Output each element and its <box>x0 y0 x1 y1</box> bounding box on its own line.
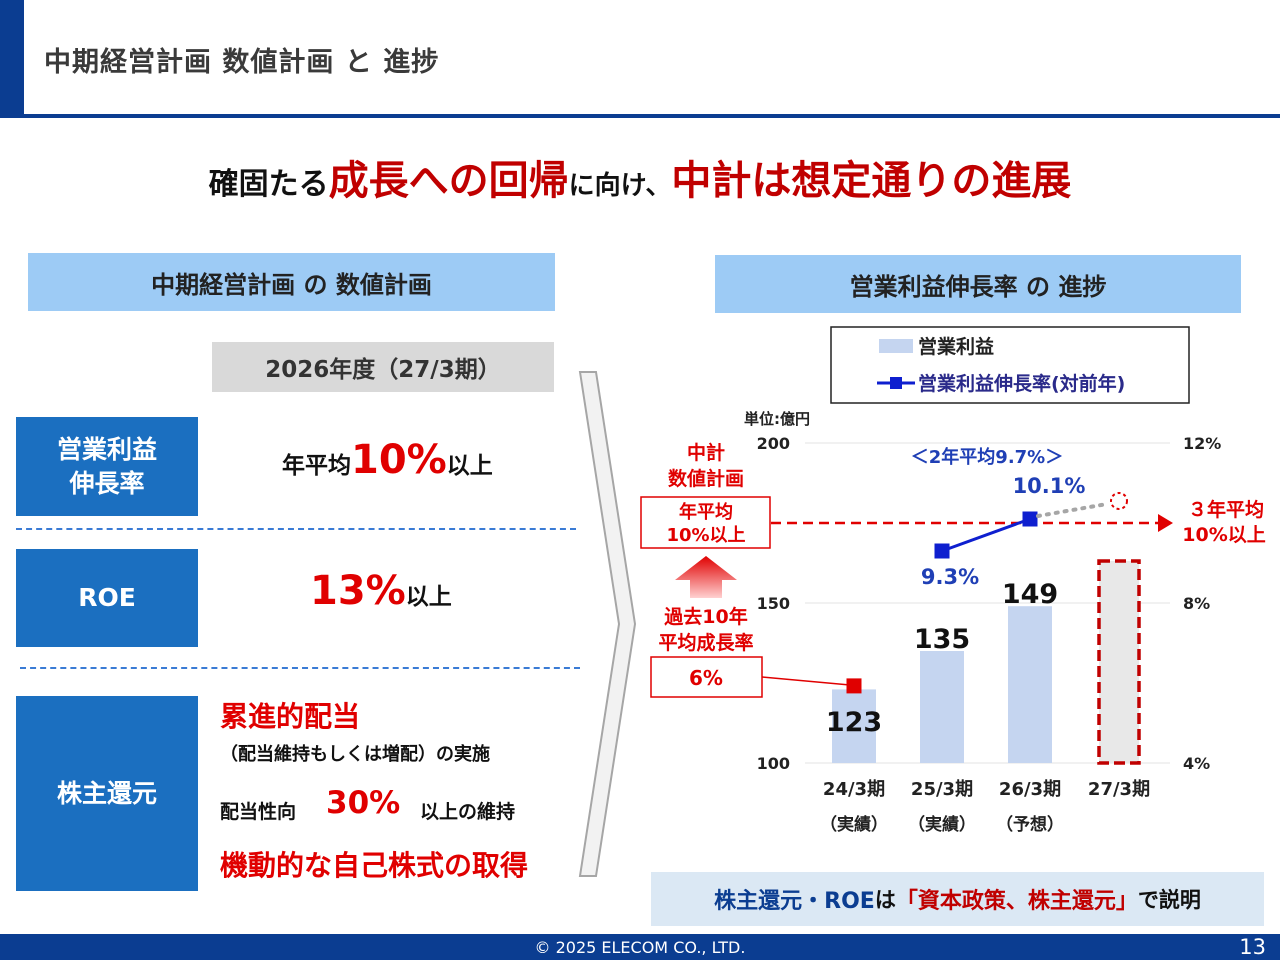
bar-value-label: 135 <box>914 624 970 655</box>
category-sublabel: （実績） <box>820 814 888 835</box>
headline-part-3: に向け、 <box>568 171 672 201</box>
bar-24-3 <box>832 689 876 763</box>
row-divider <box>16 528 576 530</box>
target-year-label: 2026年度（27/3期） <box>212 342 554 392</box>
headline-part-2: 成長への回帰 <box>328 158 569 204</box>
returns-line-2: （配当維持もしくは増配）の実施 <box>220 744 490 765</box>
note-part-2: は <box>874 888 896 912</box>
two-year-average-label: ＜2年平均9.7%＞ <box>911 446 1063 468</box>
up-arrow-icon <box>675 556 737 598</box>
roe-value: 13% <box>310 568 406 614</box>
bar-25-3 <box>920 651 964 763</box>
legend-line-marker <box>890 377 902 389</box>
bar-value-label: 123 <box>826 707 882 738</box>
row-label-roe: ROE <box>16 549 198 647</box>
plan-target-box <box>640 496 771 549</box>
plan-box-line-2: 10%以上 <box>666 525 745 546</box>
headline-part-4: 中計は想定通りの進展 <box>671 158 1072 204</box>
legend-bar-swatch <box>879 339 913 353</box>
category-sublabel: （実績） <box>908 814 976 835</box>
note-part-3: 「資本政策、株主還元」 <box>895 889 1138 914</box>
growth-rate-point <box>1022 511 1038 527</box>
category-label: 24/3期 <box>823 779 885 800</box>
category-label: 26/3期 <box>999 779 1061 800</box>
target-arrowhead <box>1158 514 1173 532</box>
page-number: 13 <box>1239 935 1266 959</box>
copyright: © 2025 ELECOM CO., LTD. <box>534 938 746 957</box>
payout-label: 配当性向 <box>220 801 297 823</box>
growth-rate-label: 10.1% <box>1013 474 1086 498</box>
legend-bar-label: 営業利益 <box>918 335 994 358</box>
bar-26-3 <box>1008 606 1052 763</box>
roe-post: 以上 <box>405 584 452 610</box>
title-accent-bar <box>0 0 24 116</box>
returns-line-4: 機動的な自己株式の取得 <box>220 849 529 882</box>
left-axis-tick: 150 <box>757 594 790 613</box>
plan-box-line-1: 年平均 <box>679 501 733 523</box>
right-section-header: 営業利益伸長率 の 進捗 <box>715 255 1241 313</box>
roe-target: 13%以上 <box>310 568 452 614</box>
op-growth-value: 10% <box>351 437 447 483</box>
payout-value: 30% <box>326 785 401 821</box>
note-part-4: で説明 <box>1137 888 1201 912</box>
legend-line-label: 営業利益伸長率(対前年) <box>918 372 1125 395</box>
headline: 確固たる成長への回帰に向け、中計は想定通りの進展 <box>0 148 1280 206</box>
projected-rate-point <box>1110 492 1128 510</box>
past-growth-marker <box>846 678 862 694</box>
category-label: 25/3期 <box>911 779 973 800</box>
left-axis-tick: 100 <box>757 754 790 773</box>
past-growth-value: 6% <box>689 666 723 690</box>
right-axis-tick: 4% <box>1183 754 1210 773</box>
plan-title-1: 中計 <box>687 441 725 464</box>
title-rule <box>0 114 1280 118</box>
note-part-1: 株主還元・ROE <box>714 889 875 914</box>
category-label: 27/3期 <box>1088 779 1150 800</box>
slide-title: 中期経営計画 数値計画 と 進捗 <box>44 47 440 78</box>
past-growth-connector <box>761 676 855 687</box>
projected-rate-line <box>1036 502 1109 518</box>
growth-rate-label: 9.3% <box>921 565 979 589</box>
right-axis-tick: 12% <box>1183 434 1221 453</box>
footer: © 2025 ELECOM CO., LTD. 13 <box>0 934 1280 960</box>
bar-value-label: 149 <box>1002 579 1058 610</box>
explanation-note: 株主還元・ROE は「資本政策、株主還元」 で説明 <box>651 872 1264 926</box>
payout-post: 以上の維持 <box>420 801 516 823</box>
row-label-shareholder-returns: 株主還元 <box>16 696 198 891</box>
three-year-average-value: 10%以上 <box>1182 524 1265 546</box>
row-divider <box>20 667 580 669</box>
left-section-header: 中期経営計画 の 数値計画 <box>28 253 555 311</box>
past-growth-title-2: 平均成長率 <box>658 631 753 654</box>
plan-title-2: 数値計画 <box>668 467 744 490</box>
growth-rate-point <box>934 543 950 559</box>
bar-27-3-forecast <box>1097 559 1141 765</box>
op-growth-post: 以上 <box>446 453 493 479</box>
three-year-average-label: ３年平均 <box>1188 498 1264 521</box>
left-axis-tick: 200 <box>757 434 790 453</box>
past-growth-title-1: 過去10年 <box>664 605 747 628</box>
headline-part-1: 確固たる <box>208 167 329 202</box>
op-growth-target: 年平均10%以上 <box>282 437 493 483</box>
row-label-op-growth: 営業利益 伸長率 <box>16 417 198 516</box>
category-sublabel: （予想） <box>996 814 1064 835</box>
growth-rate-line <box>941 517 1031 553</box>
past-growth-box <box>650 656 763 698</box>
section-chevron <box>578 371 637 877</box>
op-growth-pre: 年平均 <box>282 453 351 479</box>
returns-line-1: 累進的配当 <box>220 700 361 733</box>
right-axis-tick: 8% <box>1183 594 1210 613</box>
unit-label: 単位:億円 <box>744 410 810 428</box>
